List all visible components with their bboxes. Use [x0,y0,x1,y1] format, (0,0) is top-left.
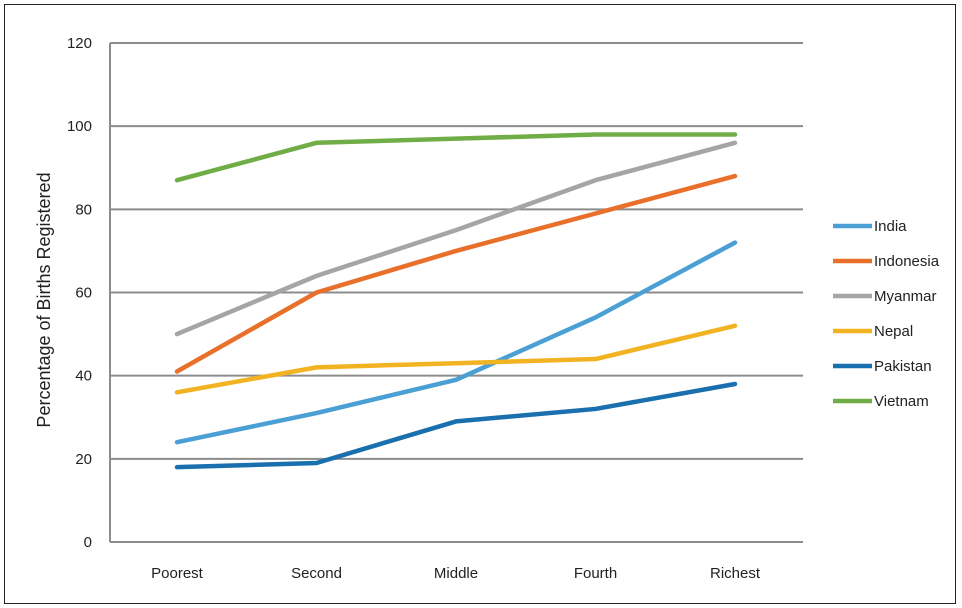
y-axis-label: Percentage of Births Registered [34,172,54,427]
legend-item-pakistan: Pakistan [833,358,932,375]
x-tick-label: Poorest [151,565,204,582]
series-line-nepal [174,323,738,395]
x-tick-label: Richest [710,565,761,582]
y-tick-label: 0 [84,534,92,551]
legend-item-vietnam: Vietnam [833,393,929,410]
legend: India Indonesia Myanmar Nepal Pakistan Vietna… [833,218,940,410]
legend-item-india: India [833,218,907,235]
legend-label: Nepal [874,323,913,340]
legend-label: Pakistan [874,358,932,375]
gridlines [109,42,803,543]
series-line-indonesia [174,173,738,374]
x-tick-label: Fourth [574,565,617,582]
series-line-myanmar [174,140,738,337]
y-tick-label: 60 [75,285,92,302]
legend-label: Indonesia [874,253,940,270]
series-line-vietnam [174,132,738,183]
series-lines [174,132,738,470]
legend-label: Myanmar [874,288,937,305]
legend-item-nepal: Nepal [833,323,913,340]
y-tick-label: 20 [75,451,92,468]
y-tick-label: 80 [75,201,92,218]
series-line-pakistan [174,381,738,470]
chart-frame [4,4,956,604]
y-tick-label: 100 [67,118,92,135]
y-tick-label: 40 [75,368,92,385]
y-axis-ticks: 0 20 40 60 80 100 120 [67,35,92,551]
x-tick-label: Second [291,565,342,582]
legend-item-indonesia: Indonesia [833,253,940,270]
y-tick-label: 120 [67,35,92,52]
legend-label: India [874,218,907,235]
x-tick-label: Middle [434,565,478,582]
legend-label: Vietnam [874,393,929,410]
series-line-india [174,240,738,445]
x-axis-ticks: Poorest Second Middle Fourth Richest [151,565,761,582]
legend-item-myanmar: Myanmar [833,288,937,305]
